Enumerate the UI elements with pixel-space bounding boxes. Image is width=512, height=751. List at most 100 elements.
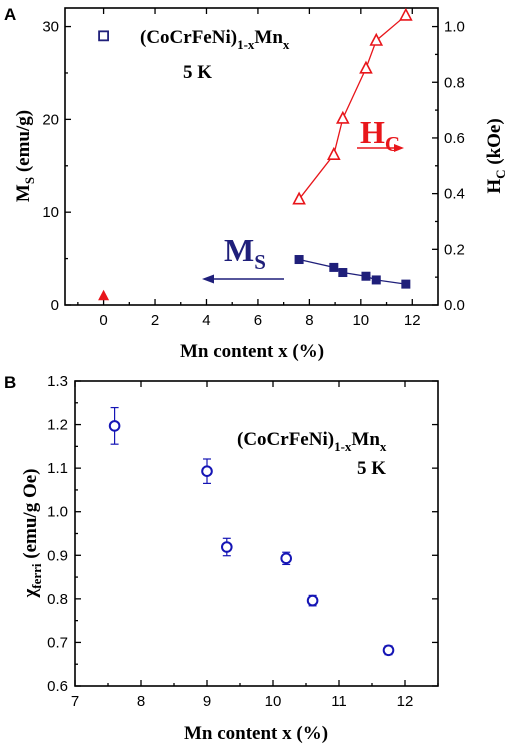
y-tick-label: 0.6 [47,678,68,695]
panel-b-xlabel: Mn content x (%) [184,723,328,744]
x-tick-label: 4 [202,312,210,329]
panel-b-formula-mn: Mn [351,429,380,450]
chi-point [382,644,395,657]
panel-a-formula: (CoCrFeNi)1-xMnx [140,27,290,52]
ms-point [338,268,348,278]
panel-a-temperature: 5 K [183,62,212,83]
panel-a-ylabel-rest: (emu/g) [13,110,34,177]
y-tick-label-right: 0.4 [444,186,465,203]
panel-a-ylabel-right-rest: (kOe) [484,118,505,169]
panel-a-ylabel-left: MS (emu/g) [13,110,37,202]
panel-a-ylabel-right-main: H [484,179,505,194]
hc-arrow-head [394,144,404,152]
panel-b: B 7 8 9 10 11 12 0.6 0.7 0.8 0.9 1.0 1.1 1.2 1.3 (CoC… [4,373,439,744]
x-tick-label: 6 [254,312,262,329]
panel-a-markers [98,7,413,301]
ms-arrow-head [202,274,214,284]
x-tick-label: 10 [352,312,369,329]
panel-b-ylabel-sub: ferri [29,563,44,589]
ms-point [401,279,411,289]
panel-a-formula-base: (CoCrFeNi) [140,27,237,48]
panel-a-formula-sub1: 1-x [237,37,255,52]
panel-b-formula-sub2: x [380,439,387,454]
panel-a-series-lines [298,14,407,285]
x-tick-label: 8 [137,693,145,710]
y-tick-label: 1.0 [47,504,68,521]
y-tick-label-left: 30 [42,19,59,36]
y-tick-label: 0.8 [47,591,68,608]
panel-b-ylabel: χferri (emu/g Oe) [20,468,44,598]
x-tick-label: 11 [331,693,347,710]
y-tick-label: 1.3 [47,373,68,390]
hc-point [326,146,341,160]
series-line-ms [298,258,406,285]
ms-point [361,271,371,281]
panel-a-label: A [4,5,16,24]
ms-point [329,262,339,272]
hc-label-main: H [360,114,385,150]
panel-a-ylabel-right-sub: C [493,170,508,179]
x-tick-label: 12 [397,693,414,710]
hc-point [369,32,384,46]
chi-point [221,541,233,553]
y-tick-label: 1.2 [47,417,68,434]
panel-b-formula-sub1: 1-x [334,439,352,454]
panel-a: A 0 2 4 6 8 10 12 0 10 20 30 0.0 0.2 0.4 0.6 0.8 1.0 (Co… [4,5,508,362]
y-tick-label-right: 1.0 [444,19,465,36]
y-tick-label-left: 20 [42,111,59,128]
panel-b-markers [108,406,395,657]
ms-series-label: MS [224,232,266,274]
panel-b-formula-base: (CoCrFeNi) [237,429,334,450]
y-tick-label-right: 0.0 [444,297,465,314]
hc-point [359,60,373,74]
hc-point [292,191,306,205]
hc-label-sub: C [385,132,400,156]
hc-point [335,110,350,124]
chi-point [280,552,293,565]
panel-b-ylabel-rest: (emu/g Oe) [20,468,41,563]
ms-point [294,255,304,265]
chi-point [306,594,319,607]
ms-label-main: M [224,232,254,268]
y-tick-label: 0.7 [47,634,68,651]
ms-label-sub: S [254,250,266,274]
panel-b-ticks: 7 8 9 10 11 12 0.6 0.7 0.8 0.9 1.0 1.1 1.2 1.3 [47,373,439,710]
panel-a-plot-frame [64,7,439,306]
y-tick-label: 0.9 [47,547,68,564]
panel-b-ylabel-main: χ [20,589,41,599]
panel-a-ylabel-main: M [13,184,34,202]
panel-a-ticks: 0 2 4 6 8 10 12 0 10 20 30 0.0 0.2 0.4 0.6 0.8 1.0 [42,8,465,329]
panel-b-label: B [4,373,16,392]
x-tick-label: 10 [265,693,282,710]
panel-a-formula-sub2: x [283,37,290,52]
y-tick-label-right: 0.6 [444,130,465,147]
y-tick-label-right: 0.2 [444,241,465,258]
panel-b-formula: (CoCrFeNi)1-xMnx [237,429,387,454]
hc-point [399,7,413,21]
x-tick-label: 8 [305,312,313,329]
y-tick-label-right: 0.8 [444,74,465,91]
hc-arrow [357,144,404,152]
x-tick-label: 0 [99,312,107,329]
chi-point [108,420,121,432]
ms-arrow [202,274,284,284]
series-line-hc [298,14,407,200]
y-tick-label-left: 0 [51,297,59,314]
x-tick-label: 12 [404,312,421,329]
panel-a-formula-mn: Mn [254,27,283,48]
x-tick-label: 9 [203,693,211,710]
x-tick-label: 2 [151,312,159,329]
panel-a-ylabel-sub: S [22,177,37,184]
y-tick-label: 1.1 [47,460,68,477]
panel-b-plot-frame [74,380,439,687]
ms-point [371,275,381,285]
y-tick-label-left: 10 [42,204,59,221]
x-tick-label: 7 [71,693,79,710]
panel-a-ylabel-right: HC (kOe) [484,118,508,193]
ms-point-x0 [98,30,109,42]
hc-point-x0 [98,289,110,301]
chi-point [201,465,213,477]
panel-b-temperature: 5 K [357,458,386,479]
panel-a-xlabel: Mn content x (%) [180,341,324,362]
